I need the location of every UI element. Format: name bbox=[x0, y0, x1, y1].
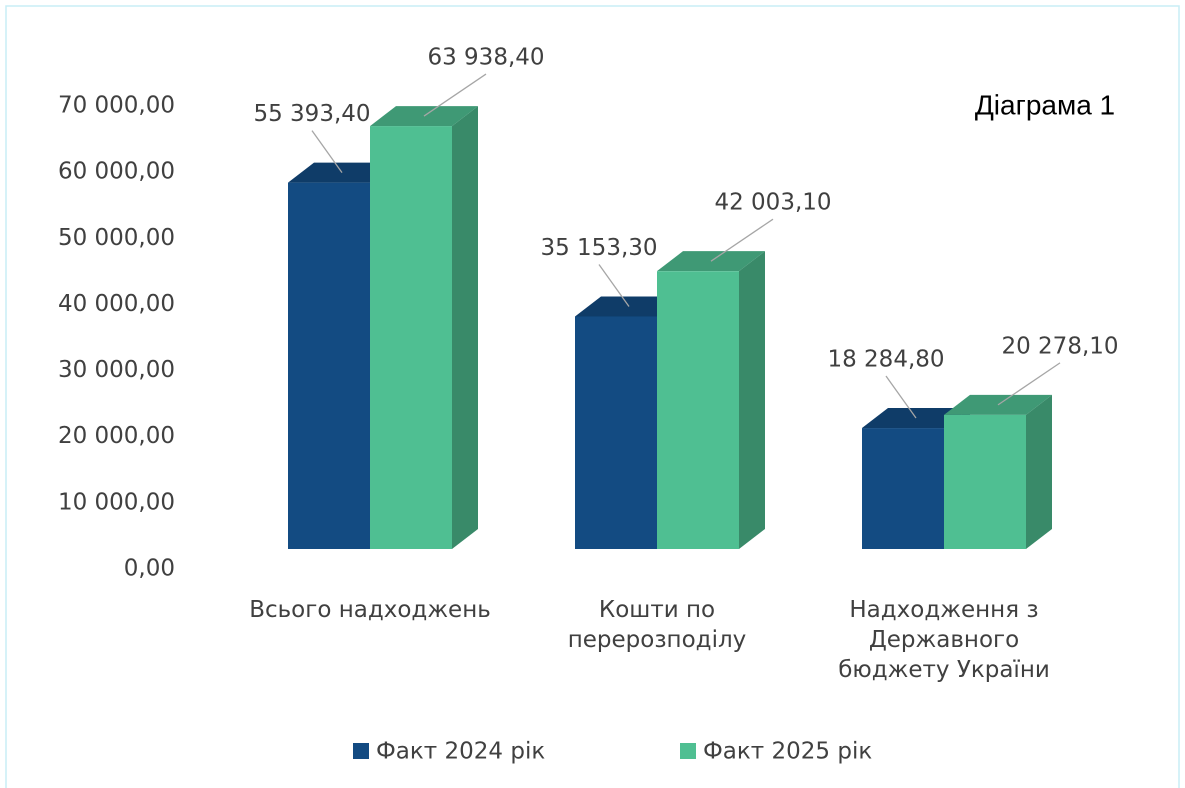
legend-swatch bbox=[680, 743, 696, 759]
leader-line bbox=[598, 264, 630, 307]
y-tick-label: 40 000,00 bbox=[58, 291, 175, 317]
value-label: 18 284,80 bbox=[827, 347, 944, 373]
y-tick-label: 30 000,00 bbox=[58, 357, 175, 383]
leader-line bbox=[885, 375, 917, 419]
value-label: 20 278,10 bbox=[1001, 333, 1118, 359]
x-tick-label: Надходження з Державного бюджету України bbox=[838, 597, 1050, 683]
x-tick-label: Всього надходжень bbox=[249, 597, 491, 623]
y-tick-label: 0,00 bbox=[124, 556, 175, 582]
bar bbox=[657, 271, 739, 549]
leader-line bbox=[710, 218, 774, 262]
value-label: 63 938,40 bbox=[427, 45, 544, 71]
y-tick-label: 70 000,00 bbox=[58, 93, 175, 119]
value-label: 55 393,40 bbox=[253, 101, 370, 127]
y-tick-label: 60 000,00 bbox=[58, 159, 175, 185]
legend-swatch bbox=[353, 743, 369, 759]
bar bbox=[288, 182, 370, 549]
y-tick-label: 20 000,00 bbox=[58, 423, 175, 449]
y-tick-label: 50 000,00 bbox=[58, 225, 175, 251]
leader-line bbox=[311, 130, 343, 173]
leader-line bbox=[997, 362, 1061, 406]
bar-side bbox=[1026, 394, 1052, 549]
bar bbox=[575, 316, 657, 549]
leader-line bbox=[423, 73, 487, 117]
x-tick-label: Кошти по перерозподілу bbox=[568, 597, 747, 653]
bar-side bbox=[452, 106, 478, 550]
bar-side bbox=[739, 251, 765, 549]
legend-label: Факт 2024 рік bbox=[376, 739, 545, 765]
bar bbox=[370, 126, 452, 550]
bar bbox=[862, 428, 944, 549]
value-label: 35 153,30 bbox=[540, 235, 657, 261]
bar bbox=[944, 414, 1026, 549]
chart-annotation: Діаграма 1 bbox=[975, 89, 1115, 120]
legend-label: Факт 2025 рік bbox=[703, 739, 872, 765]
y-tick-label: 10 000,00 bbox=[58, 489, 175, 515]
value-label: 42 003,10 bbox=[714, 190, 831, 216]
